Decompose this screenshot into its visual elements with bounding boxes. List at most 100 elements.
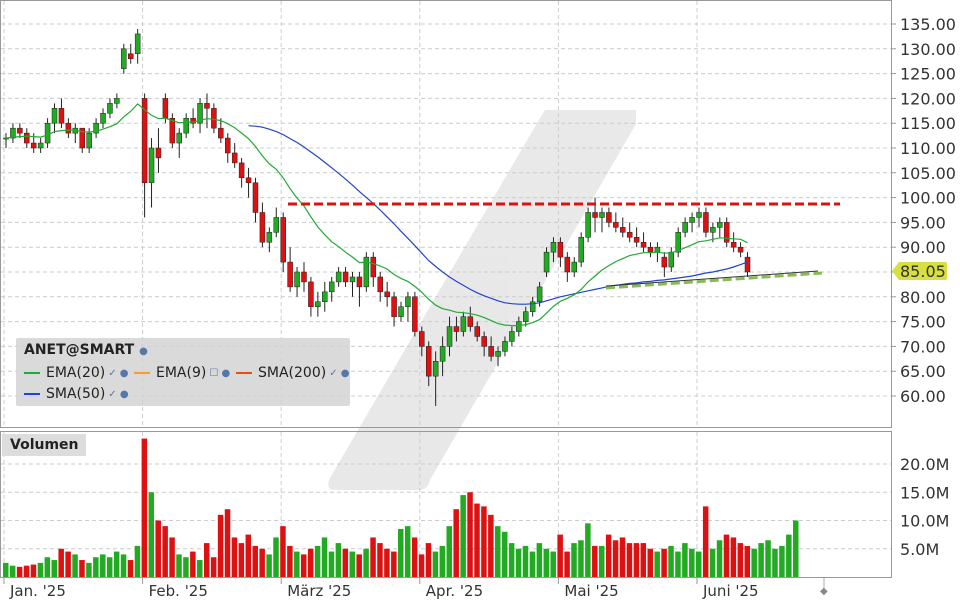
candle-body xyxy=(231,152,238,164)
candle-body xyxy=(30,142,37,149)
volume-bar xyxy=(765,540,771,577)
price-panel-frame xyxy=(0,0,892,428)
candle-body xyxy=(162,98,169,119)
volume-bar xyxy=(592,545,598,577)
ema20-swatch xyxy=(24,372,40,374)
candle-body xyxy=(419,331,425,347)
volume-bar xyxy=(709,548,716,577)
time-tick-label: Jan. '25 xyxy=(9,582,66,600)
volume-bar xyxy=(737,543,744,577)
candle-body xyxy=(190,117,196,124)
volume-bar xyxy=(640,543,647,577)
volume-bar xyxy=(328,551,335,577)
settings-icon[interactable]: ● xyxy=(139,346,148,357)
candle-body xyxy=(474,326,480,337)
ema20-check-icon[interactable]: ✓ ● xyxy=(108,367,129,379)
sma50-check-icon[interactable]: ✓ ● xyxy=(108,388,129,400)
volume-bar xyxy=(30,564,37,577)
time-tick-label: Juni '25 xyxy=(702,582,759,600)
volume-bar xyxy=(190,551,196,577)
volume-bar xyxy=(786,534,792,577)
candle-body xyxy=(481,336,487,347)
candle-body xyxy=(287,261,293,288)
candle-body xyxy=(370,256,377,278)
candle-body xyxy=(599,212,605,218)
volume-bar xyxy=(522,545,529,577)
candle-body xyxy=(100,113,106,124)
volume-bar xyxy=(120,554,127,577)
candlesticks xyxy=(3,28,751,406)
volume-bar xyxy=(245,534,252,577)
candle-body xyxy=(51,108,58,124)
candle-body xyxy=(252,182,259,213)
price-tick-label: 120.00 xyxy=(900,89,956,108)
volume-tick-label: 20.0M xyxy=(900,455,949,474)
candle-body xyxy=(550,241,557,253)
legend: ANET@SMART ● EMA(20) ✓ ● EMA(9) ☐ ● SMA(… xyxy=(16,338,350,406)
volume-bar xyxy=(231,537,238,577)
volume-bars xyxy=(3,438,799,577)
candle-body xyxy=(717,222,723,228)
candle-body xyxy=(557,241,564,258)
volume-bar xyxy=(446,526,453,577)
volume-bar xyxy=(515,548,522,577)
volume-bar xyxy=(432,551,439,577)
candle-body xyxy=(107,103,113,114)
volume-bar xyxy=(689,548,695,577)
volume-bar xyxy=(675,551,681,577)
volume-bar xyxy=(536,543,543,577)
time-tick-label: Mai '25 xyxy=(564,582,618,600)
price-tick-label: 115.00 xyxy=(900,114,956,133)
candle-body xyxy=(176,132,182,144)
candle-body xyxy=(439,346,446,362)
candle-body xyxy=(114,98,120,104)
candle-body xyxy=(620,227,626,233)
legend-item-ema20[interactable]: EMA(20) ✓ ● xyxy=(24,365,129,381)
volume-bar xyxy=(44,557,51,577)
legend-item-sma50[interactable]: SMA(50) ✓ ● xyxy=(24,386,129,402)
volume-bar xyxy=(779,545,785,577)
volume-bar xyxy=(224,509,231,577)
candle-body xyxy=(626,232,633,238)
price-tick-label: 80.00 xyxy=(900,288,946,307)
legend-item-sma200[interactable]: SMA(200) ✓ ● xyxy=(236,365,350,381)
candle-body xyxy=(467,316,474,327)
volume-bar xyxy=(758,543,764,577)
volume-bar xyxy=(661,548,667,577)
candle-body xyxy=(17,127,23,134)
volume-bar xyxy=(425,543,432,577)
candle-body xyxy=(335,271,342,283)
candle-body xyxy=(225,137,231,154)
candle-body xyxy=(564,256,571,273)
candle-body xyxy=(183,117,189,134)
time-axis: Jan. '25 Feb. '25 März '25 Apr. '25 Mai '25 J… xyxy=(3,577,759,600)
volume-bar xyxy=(349,551,355,577)
volume-tick-label: 15.0M xyxy=(900,483,949,502)
volume-bar xyxy=(612,540,619,577)
volume-bar xyxy=(162,526,168,577)
candle-body xyxy=(398,306,404,317)
candle-body xyxy=(578,237,584,263)
volume-bar xyxy=(474,503,480,577)
price-tick-label: 90.00 xyxy=(900,238,946,257)
legend-item-ema9[interactable]: EMA(9) ☐ ● xyxy=(134,365,230,381)
candle-body xyxy=(377,276,383,293)
volume-bar xyxy=(65,551,71,577)
candle-body xyxy=(696,212,702,218)
candle-body xyxy=(155,147,162,159)
candle-body xyxy=(259,212,266,243)
candle-body xyxy=(134,33,141,55)
candle-body xyxy=(723,222,730,243)
candle-body xyxy=(425,346,432,377)
volume-bar xyxy=(772,548,778,577)
candle-body xyxy=(460,316,467,332)
candle-body xyxy=(495,351,501,357)
candle-body xyxy=(384,291,390,298)
ema9-check-icon[interactable]: ☐ ● xyxy=(209,367,231,379)
volume-bar xyxy=(127,560,134,577)
volume-bar xyxy=(751,548,757,577)
sma200-check-icon[interactable]: ✓ ● xyxy=(329,367,350,379)
candle-body xyxy=(315,301,321,307)
volume-bar xyxy=(529,551,536,577)
volume-bar xyxy=(370,537,376,577)
